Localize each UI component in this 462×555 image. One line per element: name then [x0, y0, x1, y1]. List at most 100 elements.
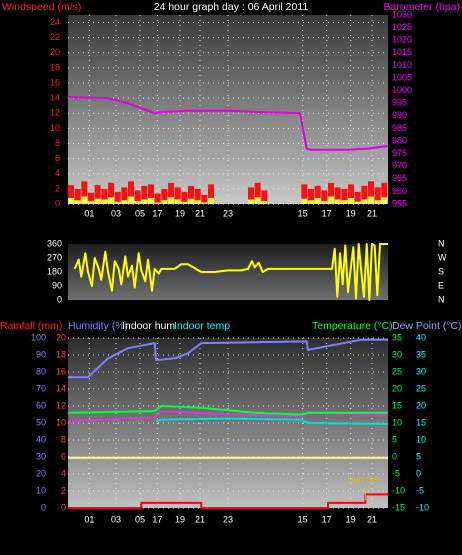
wind-bar	[108, 182, 114, 204]
wind-bar	[101, 188, 108, 204]
y-tick-label: 25	[416, 383, 426, 393]
y-tick-label: 35	[392, 332, 402, 342]
wind-bar	[121, 200, 128, 204]
y-tick-label: S	[438, 266, 444, 276]
y-tick-label: 20	[392, 383, 402, 393]
wind-bar	[114, 191, 121, 204]
chart-title: 24 hour graph day : 06 April 2011	[154, 1, 309, 13]
x-tick-label: 17	[152, 514, 162, 524]
wind-bar	[261, 190, 268, 204]
x-tick-label: 05	[135, 514, 145, 524]
x-tick-label: 19	[175, 208, 185, 218]
y-tick-label: 14	[56, 383, 66, 393]
y-tick-label: 955	[392, 198, 407, 208]
wind-bar	[168, 182, 174, 204]
y-tick-label: 2	[55, 183, 60, 193]
wind-bar	[354, 191, 361, 204]
y-tick-label: 20	[416, 400, 426, 410]
y-tick-label: 100	[31, 332, 46, 342]
y-tick-label: 90	[36, 349, 46, 359]
y-tick-label: 50	[36, 417, 46, 427]
x-tick-label: 15	[298, 208, 308, 218]
wind-bar	[368, 196, 374, 204]
series-line	[67, 405, 388, 416]
wind-bar	[194, 188, 201, 204]
y-tick-label: W	[438, 252, 447, 262]
y-tick-label: 360	[47, 238, 62, 248]
y-tick-label: 12	[56, 400, 66, 410]
y-tick-label: 980	[392, 135, 407, 145]
wind-bar	[381, 182, 388, 204]
wind-bar	[308, 200, 314, 204]
wind-bar	[301, 198, 308, 204]
wind-bar	[74, 200, 81, 204]
wind-bar	[141, 185, 148, 204]
wind-bar	[94, 198, 101, 204]
series-line	[73, 243, 388, 301]
y-tick-label: 985	[392, 123, 407, 133]
y-tick-label: -10	[392, 485, 405, 495]
wind-bar	[94, 185, 101, 204]
wind-bar	[368, 181, 374, 204]
x-tick-label: 17	[152, 208, 162, 218]
x-tick-label: 17	[322, 514, 332, 524]
y-tick-label: 25	[392, 366, 402, 376]
y-tick-label: 10	[416, 434, 426, 444]
wind-bar	[254, 197, 261, 204]
y-tick-label: 10	[56, 417, 66, 427]
y-tick-label: 35	[416, 349, 426, 359]
y-tick-label: 4	[61, 468, 66, 478]
y-tick-label: 270	[47, 252, 62, 262]
y-tick-label: 4	[55, 168, 60, 178]
x-tick-label: 21	[367, 208, 377, 218]
y-tick-label: 975	[392, 148, 407, 158]
y-tick-label: 8	[55, 138, 60, 148]
y-tick-label: 6	[55, 153, 60, 163]
y-tick-label: 5	[392, 434, 397, 444]
wind-bar	[341, 188, 348, 204]
wind-bar	[174, 199, 181, 204]
y-tick-label: 30	[392, 349, 402, 359]
wind-bar	[74, 188, 81, 204]
y-tick-label: 12	[50, 108, 60, 118]
x-tick-label: 21	[367, 514, 377, 524]
wind-bar	[188, 185, 194, 204]
y-tick-label: 90	[52, 280, 62, 290]
y-tick-label: 22	[50, 32, 60, 42]
y-tick-label: 16	[56, 366, 66, 376]
annotation: Sun Set	[347, 474, 380, 484]
y-tick-label: 1000	[392, 85, 412, 95]
y-tick-label: 0	[57, 294, 62, 304]
x-tick-label: 17	[322, 208, 332, 218]
legend-label: Dew Point (°C)	[392, 320, 462, 332]
series-line	[67, 95, 389, 151]
wind-bar	[188, 198, 194, 204]
wind-bar	[88, 192, 94, 204]
y-tick-label: 24	[50, 17, 60, 27]
wind-bar	[101, 199, 108, 204]
series-line	[155, 417, 389, 425]
y-tick-label: 1010	[392, 60, 412, 70]
y-tick-label: 18	[50, 62, 60, 72]
x-tick-label: 03	[111, 208, 121, 218]
y-tick-label: 1020	[392, 35, 412, 45]
wind-bar	[308, 188, 314, 204]
wind-bar	[334, 187, 341, 204]
y-tick-label: 10	[50, 123, 60, 133]
y-tick-label: 960	[392, 186, 407, 196]
y-tick-label: -10	[416, 502, 429, 512]
x-tick-label: 03	[111, 514, 121, 524]
y-tick-label: 0	[41, 502, 46, 512]
y-tick-label: 0	[55, 198, 60, 208]
y-tick-label: 180	[47, 266, 62, 276]
wind-bar	[248, 199, 254, 204]
y-tick-label: 2	[61, 485, 66, 495]
y-tick-label: 1025	[392, 22, 412, 32]
x-tick-label: 21	[195, 208, 205, 218]
y-tick-label: 15	[392, 400, 402, 410]
legend-label: Temperature (°C)	[312, 320, 393, 332]
wind-bar	[328, 182, 334, 204]
wind-bar	[208, 197, 214, 204]
